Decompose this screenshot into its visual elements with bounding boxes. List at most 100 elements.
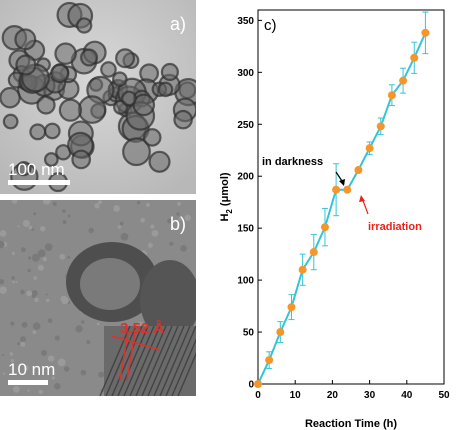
nanoparticle — [121, 90, 137, 107]
noise-grain — [9, 352, 14, 356]
y-axis-title-unit: (μmol) — [219, 172, 231, 209]
data-point — [399, 76, 408, 85]
noise-grain — [62, 209, 66, 213]
noise-grain — [120, 233, 129, 241]
noise-grain — [37, 264, 45, 271]
noise-grain — [47, 355, 55, 362]
noise-grain — [117, 225, 122, 229]
noise-grain — [26, 290, 33, 297]
data-point — [410, 53, 419, 62]
noise-grain — [94, 203, 100, 209]
lattice-fringe — [141, 325, 173, 396]
nanoparticle — [80, 48, 99, 67]
tem-image-panel-a: a) 100 nm — [0, 0, 196, 194]
noise-grain — [21, 321, 28, 328]
noise-grain — [11, 251, 15, 255]
noise-grain — [178, 217, 182, 221]
scale-bar-label-a: 100 nm — [8, 160, 65, 179]
noise-grain — [80, 369, 87, 376]
noise-grain — [20, 341, 26, 347]
nanoparticle — [71, 149, 92, 170]
noise-grain — [1, 354, 5, 357]
noise-grain — [19, 336, 27, 343]
tem-image-panel-b: b) 3.52 Å 10 nm — [0, 200, 196, 396]
x-tick-label: 10 — [290, 390, 302, 401]
y-tick-label: 350 — [237, 16, 254, 27]
panel-label-c: c) — [264, 17, 277, 34]
nanoparticle — [50, 63, 70, 84]
nanoparticle — [132, 93, 156, 117]
data-point — [309, 248, 318, 257]
y-axis-title: H2 (μmol) — [219, 172, 234, 221]
nanoparticle — [2, 113, 19, 130]
noise-grain — [32, 330, 37, 334]
noise-grain — [169, 241, 174, 246]
noise-grain — [150, 224, 155, 229]
lattice-fringe — [147, 325, 179, 396]
scale-bar-a — [8, 180, 70, 185]
x-tick-label: 30 — [364, 390, 376, 401]
noise-grain — [20, 289, 25, 295]
nanoparticle — [173, 109, 193, 130]
data-markers — [254, 28, 430, 388]
nanoparticle — [14, 28, 37, 51]
data-point — [343, 185, 352, 194]
noise-grain — [51, 376, 55, 380]
data-point — [387, 91, 396, 100]
lattice-fringe — [105, 325, 137, 396]
data-point — [421, 28, 430, 37]
data-point — [320, 223, 329, 232]
noise-grain — [32, 322, 41, 330]
noise-grain — [40, 349, 48, 356]
noise-grain — [86, 340, 91, 345]
nanoparticle — [100, 61, 117, 78]
noise-grain — [75, 325, 83, 333]
noise-grain — [52, 201, 57, 206]
noise-grain — [20, 247, 26, 253]
noise-grain — [22, 219, 30, 227]
scale-bar-label-b: 10 nm — [8, 360, 56, 379]
nanoparticle — [16, 160, 32, 177]
noise-grain — [53, 382, 61, 390]
y-axis-title-sub: 2 — [225, 209, 234, 214]
lattice-fringe — [111, 325, 143, 396]
lattice-fringe — [129, 325, 161, 396]
noise-grain — [0, 286, 7, 294]
series-polyline — [257, 32, 427, 385]
noise-grain — [98, 371, 105, 378]
noise-grain — [138, 321, 142, 326]
noise-grain — [42, 256, 48, 262]
lattice-fringe — [99, 325, 131, 396]
noise-grain — [167, 218, 173, 224]
lattice-fringe — [177, 352, 196, 396]
noise-grain — [28, 225, 33, 230]
data-point — [365, 144, 374, 153]
noise-grain — [12, 385, 20, 393]
noise-grain — [59, 253, 66, 260]
y-tick-label: 100 — [237, 276, 254, 287]
y-tick-label: 150 — [237, 224, 254, 235]
noise-grain — [38, 389, 43, 394]
noise-grain — [96, 322, 100, 326]
y-tick-label: 50 — [243, 328, 255, 339]
nanoparticle — [142, 128, 162, 147]
noise-grain — [63, 366, 70, 372]
panel-label-b: b) — [169, 214, 186, 234]
lattice-fringe — [117, 325, 149, 396]
noise-grain — [0, 230, 7, 237]
noise-grain — [12, 280, 15, 284]
noise-grain — [67, 256, 71, 259]
noise-grain — [37, 249, 46, 258]
y-tick-label: 250 — [237, 120, 254, 131]
noise-grain — [42, 200, 51, 205]
data-point — [276, 328, 285, 337]
noise-grain — [17, 225, 20, 228]
noise-grain — [15, 280, 18, 284]
data-point — [254, 380, 262, 388]
noise-grain — [34, 297, 39, 303]
noise-grain — [11, 276, 15, 280]
x-tick-label: 40 — [401, 390, 413, 401]
data-point — [354, 165, 363, 174]
noise-grain — [57, 358, 66, 367]
annotation-arrowhead-irradiation — [359, 195, 365, 202]
